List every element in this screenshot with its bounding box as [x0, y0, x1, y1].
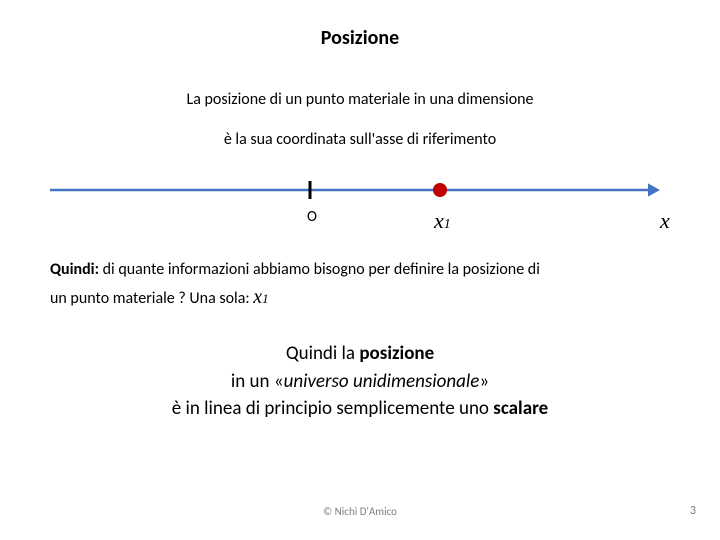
footer-page-number: 3 — [690, 504, 696, 518]
slide-title: Posizione — [0, 26, 720, 50]
footer-copyright: © Nichi D'Amico — [0, 505, 720, 518]
paragraph-lead: Quindi: — [50, 260, 99, 279]
conclusion-block: Quindi la posizione in un «universo unid… — [0, 340, 720, 423]
inline-variable-x1: x1 — [253, 286, 268, 308]
axis-svg — [0, 178, 720, 208]
subtitle-line-2: è la sua coordinata sull'asse di riferim… — [0, 130, 720, 149]
subtitle-line-1: La posizione di un punto materiale in un… — [0, 90, 720, 109]
explanation-paragraph: Quindi: di quante informazioni abbiamo b… — [50, 258, 670, 312]
point-x1-label: x1 — [434, 208, 451, 234]
axis-variable-label: x — [660, 208, 670, 234]
origin-label: O — [307, 208, 317, 226]
number-line-axis: O x1 x — [0, 178, 720, 238]
